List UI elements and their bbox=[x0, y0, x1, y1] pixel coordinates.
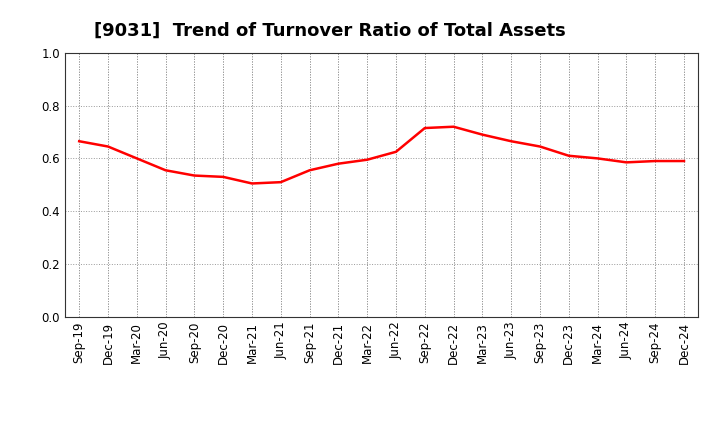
Text: [9031]  Trend of Turnover Ratio of Total Assets: [9031] Trend of Turnover Ratio of Total … bbox=[94, 22, 565, 40]
